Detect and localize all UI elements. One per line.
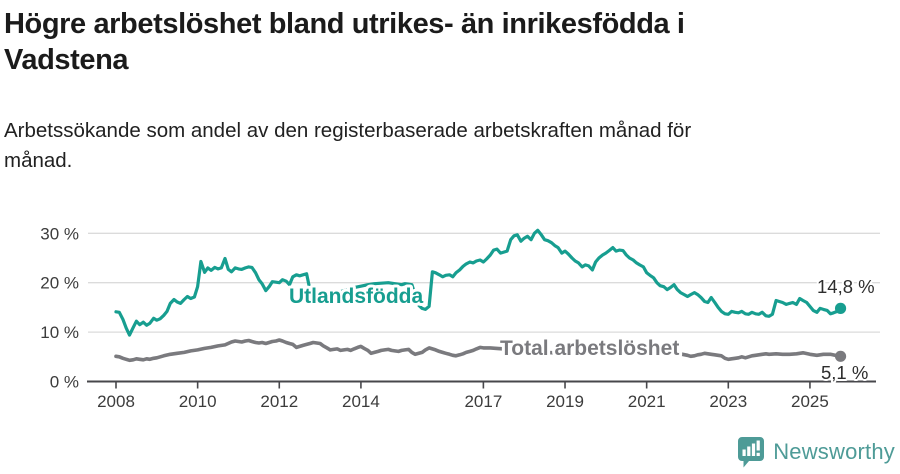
title-line-1: Högre arbetslöshet bland utrikes- än inr… <box>4 8 685 40</box>
y-axis-label-0: 0 % <box>50 373 79 392</box>
chart-subtitle: Arbetssökande som andel av den registerb… <box>4 116 691 176</box>
subtitle-line-2: månad. <box>4 149 73 172</box>
x-axis-label-2010: 2010 <box>179 392 217 411</box>
x-axis-label-2025: 2025 <box>791 392 829 411</box>
title-line-2: Vadstena <box>4 44 129 76</box>
chart-header: Högre arbetslöshet bland utrikes- än inr… <box>4 0 691 176</box>
end-value-label-utlandsfodda: 14,8 % <box>817 276 875 297</box>
x-axis-label-2019: 2019 <box>546 392 584 411</box>
series-end-dot-utlandsfodda <box>834 302 847 314</box>
x-axis-label-2017: 2017 <box>464 392 502 411</box>
x-axis-label-2014: 2014 <box>342 392 380 411</box>
x-axis-label-2023: 2023 <box>709 392 747 411</box>
series-line-total <box>114 338 843 363</box>
x-axis-label-2012: 2012 <box>260 392 298 411</box>
series-label-utlandsfodda: Utlandsfödda <box>289 285 423 308</box>
logo-bar-1 <box>742 449 746 456</box>
brand-name: Newsworthy <box>773 439 895 464</box>
series-line-utlandsfodda <box>114 228 843 337</box>
y-axis-label-30: 30 % <box>40 224 79 243</box>
logo-exclamation-bar <box>756 440 760 451</box>
subtitle-line-1: Arbetssökande som andel av den registerb… <box>4 119 692 142</box>
logo-bar-3 <box>752 443 756 456</box>
x-axis-label-2008: 2008 <box>97 392 135 411</box>
logo-bar-2 <box>747 446 751 456</box>
series-label-total: Total arbetslöshet <box>500 337 679 360</box>
x-axis-label-2021: 2021 <box>628 392 666 411</box>
logo-bubble-shape <box>738 437 765 468</box>
y-axis-label-10: 10 % <box>40 323 79 342</box>
logo-exclamation-dot <box>756 452 760 456</box>
y-axis-label-20: 20 % <box>40 274 79 293</box>
page-title: Högre arbetslöshet bland utrikes- än inr… <box>4 6 691 78</box>
newsworthy-logo-icon <box>738 437 765 468</box>
end-value-label-total: 5,1 % <box>821 362 868 383</box>
series-end-dot-total <box>834 350 847 362</box>
newsworthy-logo[interactable]: Newsworthy <box>737 436 895 468</box>
